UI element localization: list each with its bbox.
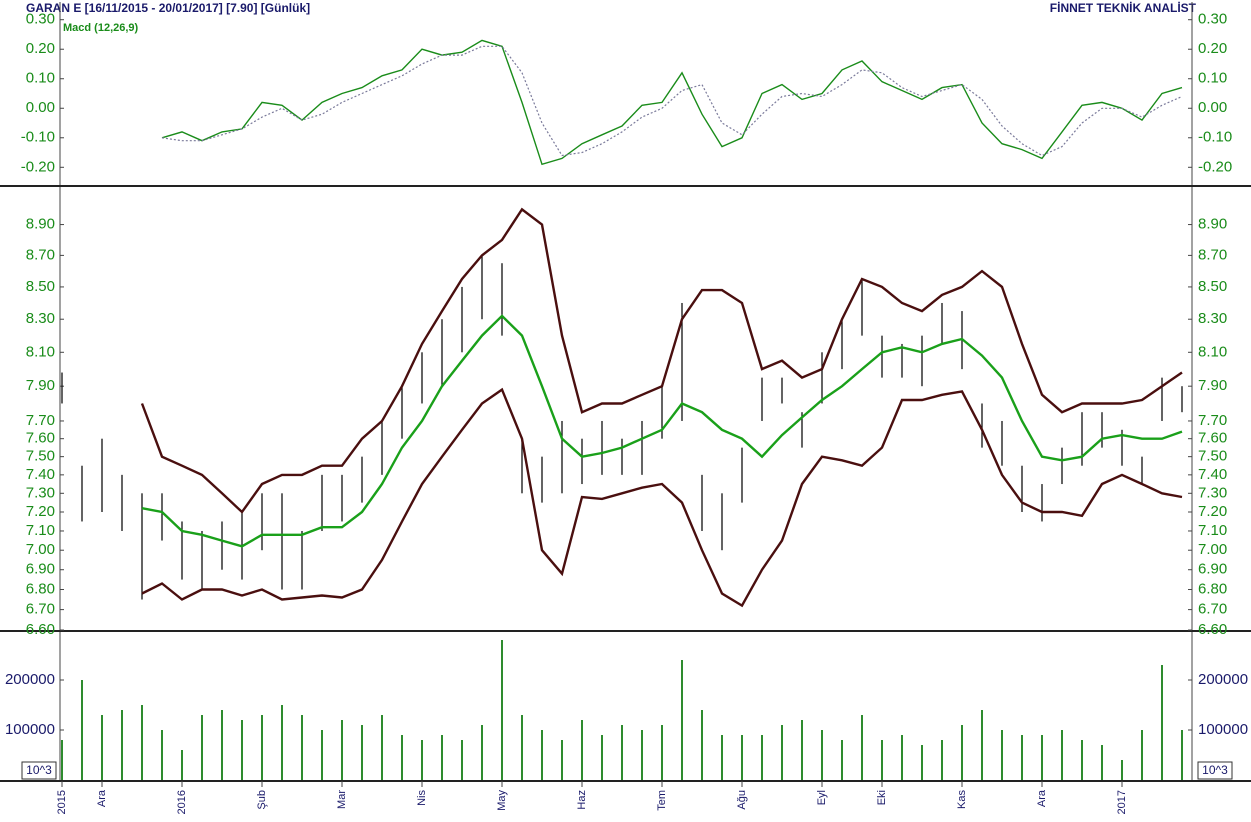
y-tick-label: 6.60 bbox=[26, 621, 55, 638]
y-tick-label: 7.30 bbox=[26, 484, 55, 501]
x-tick-label: Ara bbox=[1036, 789, 1048, 807]
y-tick-label: 8.10 bbox=[1198, 343, 1227, 360]
x-tick-label: Kas bbox=[956, 790, 968, 809]
y-tick-label: 7.20 bbox=[1198, 503, 1227, 520]
y-tick-label: 200000 bbox=[1198, 671, 1248, 688]
y-tick-label: 6.90 bbox=[26, 561, 55, 578]
y-tick-label: 8.90 bbox=[26, 216, 55, 233]
series-line bbox=[140, 207, 1183, 514]
y-tick-label: 0.20 bbox=[1198, 40, 1227, 57]
x-tick-label: Tem bbox=[656, 790, 668, 811]
x-tick-label: Ara bbox=[96, 789, 108, 807]
y-tick-label: 0.30 bbox=[26, 11, 55, 28]
series-line bbox=[161, 45, 1183, 157]
y-tick-label: 8.90 bbox=[1198, 216, 1227, 233]
y-tick-label: 7.40 bbox=[1198, 466, 1227, 483]
y-tick-label: 0.00 bbox=[1198, 99, 1227, 116]
page-title: GARAN E [16/11/2015 - 20/01/2017] [7.90]… bbox=[26, 1, 310, 15]
y-tick-label: 8.50 bbox=[1198, 278, 1227, 295]
y-tick-label: 7.00 bbox=[26, 541, 55, 558]
panel-title: Macd (12,26,9) bbox=[63, 22, 139, 34]
y-tick-label: 7.90 bbox=[26, 377, 55, 394]
x-tick-label: Şub bbox=[256, 790, 268, 810]
y-tick-label: -0.20 bbox=[1198, 158, 1232, 175]
y-tick-label: 7.50 bbox=[26, 448, 55, 465]
y-tick-label: 7.20 bbox=[26, 503, 55, 520]
y-tick-label: 200000 bbox=[5, 671, 55, 688]
y-tick-label: 8.30 bbox=[26, 310, 55, 327]
y-tick-label: 6.70 bbox=[1198, 601, 1227, 618]
y-tick-label: 100000 bbox=[1198, 721, 1248, 738]
x-tick-label: Haz bbox=[576, 790, 588, 810]
series-line bbox=[161, 39, 1183, 166]
y-tick-label: 0.20 bbox=[26, 40, 55, 57]
y-tick-label: 7.00 bbox=[1198, 541, 1227, 558]
y-tick-label: 7.40 bbox=[26, 466, 55, 483]
y-tick-label: 0.10 bbox=[26, 70, 55, 87]
unit-box bbox=[21, 761, 57, 780]
y-tick-label: 7.50 bbox=[1198, 448, 1227, 465]
y-tick-label: 8.30 bbox=[1198, 310, 1227, 327]
y-tick-label: 7.70 bbox=[26, 412, 55, 429]
y-tick-label: 6.90 bbox=[1198, 561, 1227, 578]
unit-box bbox=[1197, 761, 1233, 780]
x-tick-label: May bbox=[496, 790, 508, 811]
y-tick-label: 6.70 bbox=[26, 601, 55, 618]
x-tick-label: Nis bbox=[416, 790, 428, 806]
x-tick-label: 2016 bbox=[176, 790, 188, 814]
y-tick-label: -0.20 bbox=[21, 158, 55, 175]
y-tick-label: 8.50 bbox=[26, 278, 55, 295]
x-tick-label: Mar bbox=[336, 790, 348, 809]
y-tick-label: 6.60 bbox=[1198, 621, 1227, 638]
y-tick-label: 100000 bbox=[5, 721, 55, 738]
y-tick-label: 8.10 bbox=[26, 343, 55, 360]
y-tick-label: 0.30 bbox=[1198, 11, 1227, 28]
unit-label: 10^3 bbox=[1202, 763, 1228, 777]
y-tick-label: 6.80 bbox=[26, 580, 55, 597]
y-tick-label: 0.00 bbox=[26, 99, 55, 116]
x-tick-label: 2015 bbox=[56, 790, 68, 814]
y-tick-label: 6.80 bbox=[1198, 580, 1227, 597]
y-tick-label: 7.90 bbox=[1198, 377, 1227, 394]
y-tick-label: 7.70 bbox=[1198, 412, 1227, 429]
y-tick-label: 7.60 bbox=[1198, 430, 1227, 447]
y-tick-label: 8.70 bbox=[26, 246, 55, 263]
x-tick-label: Eyl bbox=[816, 790, 828, 805]
source-label: FİNNET TEKNİK ANALİST bbox=[1050, 0, 1197, 15]
x-tick-label: Ağu bbox=[736, 790, 748, 810]
series-line bbox=[141, 387, 1183, 608]
y-tick-label: 7.10 bbox=[1198, 522, 1227, 539]
series-line bbox=[141, 314, 1183, 548]
x-tick-label: Eki bbox=[876, 790, 888, 805]
y-tick-label: 8.70 bbox=[1198, 246, 1227, 263]
y-tick-label: 7.30 bbox=[1198, 484, 1227, 501]
unit-label: 10^3 bbox=[26, 763, 52, 777]
y-tick-label: -0.10 bbox=[1198, 129, 1232, 146]
y-tick-label: 7.10 bbox=[26, 522, 55, 539]
y-tick-label: 7.60 bbox=[26, 430, 55, 447]
y-tick-label: 0.10 bbox=[1198, 70, 1227, 87]
y-tick-label: -0.10 bbox=[21, 129, 55, 146]
x-tick-label: 2017 bbox=[1116, 790, 1128, 814]
